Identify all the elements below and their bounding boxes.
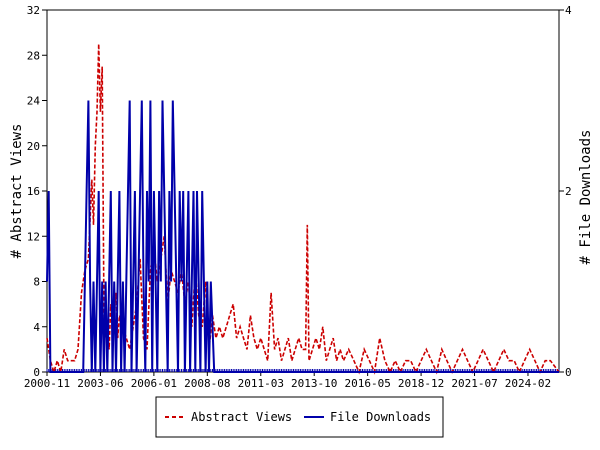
x-tick-label: 2006-01: [131, 377, 177, 390]
y-tick-label: 0: [33, 366, 40, 379]
y2-tick-label: 0: [565, 366, 572, 379]
y-tick-label: 8: [33, 276, 40, 289]
y-tick-label: 12: [27, 230, 40, 243]
x-tick-label: 2003-06: [77, 377, 123, 390]
y2-tick-label: 2: [565, 185, 572, 198]
y-tick-label: 20: [27, 140, 40, 153]
series-file-downloads: [46, 100, 559, 373]
y-axis-tick-labels: 0 4 8 12 16 20 24 28 32: [27, 4, 41, 379]
x-tick-label: 2011-03: [238, 377, 284, 390]
y-tick-label: 32: [27, 4, 40, 17]
y2-axis-title: # File Downloads: [578, 130, 594, 265]
series-layer: [46, 43, 560, 375]
x-tick-label: 2013-10: [291, 377, 337, 390]
y2-tick-label: 4: [565, 4, 572, 17]
x-tick-label: 2018-12: [398, 377, 444, 390]
y-tick-label: 16: [27, 185, 40, 198]
legend: Abstract Views File Downloads: [155, 396, 444, 438]
x-tick-label: 2000-11: [24, 377, 70, 390]
legend-box: [155, 396, 444, 438]
y-tick-label: 24: [27, 95, 41, 108]
x-tick-label: 2021-07: [451, 377, 497, 390]
y-axis-title: # Abstract Views: [9, 124, 25, 259]
x-tick-label: 2024-02: [505, 377, 551, 390]
y2-axis-tick-labels: 0 2 4: [565, 4, 572, 379]
x-tick-label: 2008-08: [184, 377, 230, 390]
x-tick-label: 2016-05: [344, 377, 390, 390]
legend-label-downloads: File Downloads: [330, 410, 431, 424]
legend-label-views: Abstract Views: [191, 410, 292, 424]
x-axis-tick-labels: 2000-11 2003-06 2006-01 2008-08 2011-03 2013-…: [24, 377, 551, 390]
y-tick-label: 28: [27, 49, 40, 62]
y-tick-label: 4: [33, 321, 40, 334]
